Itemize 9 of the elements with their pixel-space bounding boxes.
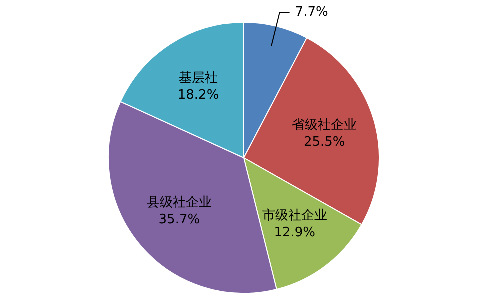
slice-label: 市级社企业 — [262, 208, 328, 224]
slice-label: 县级社企业 — [146, 196, 212, 211]
data-label: 12.9% — [274, 226, 316, 241]
slice-label: 基层社 — [179, 71, 218, 86]
data-label: 35.7% — [158, 212, 200, 228]
data-label: 25.5% — [304, 135, 346, 150]
data-label: 18.2% — [178, 88, 220, 104]
slice-label: 省级社企业 — [292, 118, 358, 134]
data-label: 7.7% — [295, 5, 328, 20]
